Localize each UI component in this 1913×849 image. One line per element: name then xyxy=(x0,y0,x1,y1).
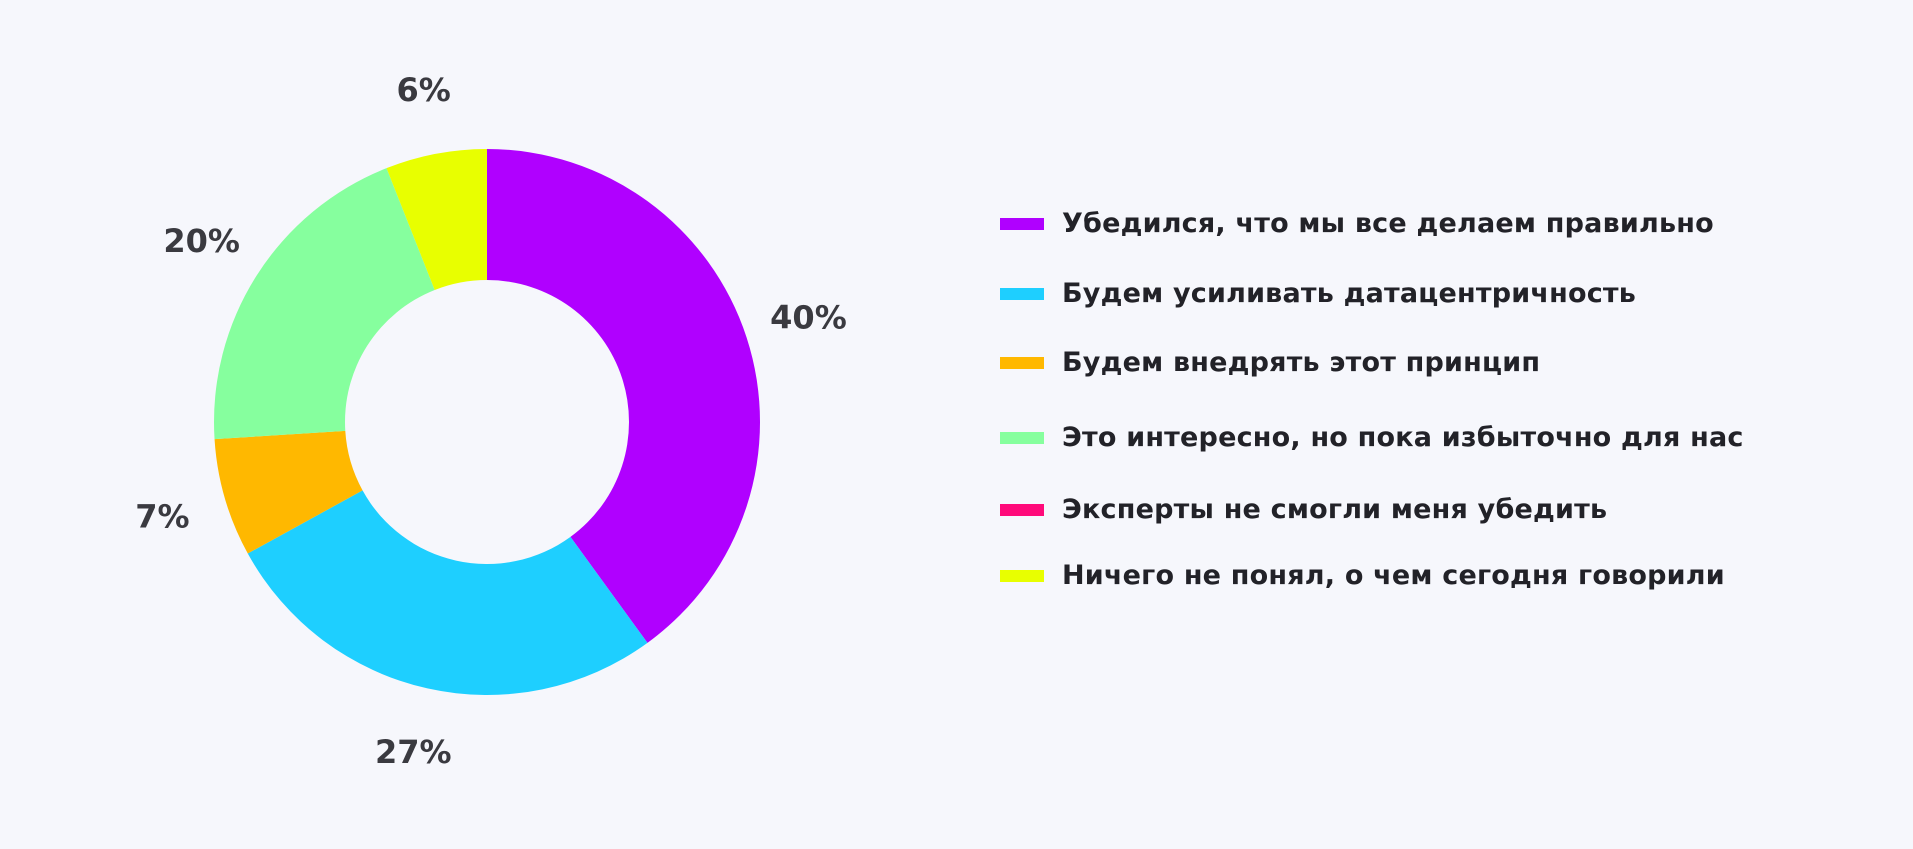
legend-item: Будем внедрять этот принцип xyxy=(1000,347,1540,378)
legend-swatch xyxy=(1000,503,1044,516)
legend-item: Ничего не понял, о чем сегодня говорили xyxy=(1000,560,1725,591)
donut-slice-1 xyxy=(247,490,648,695)
donut-slice-2 xyxy=(214,430,363,554)
legend-label: Будем усиливать датацентричность xyxy=(1062,278,1637,309)
legend-swatch xyxy=(1000,431,1044,444)
legend-item: Это интересно, но пока избыточно для нас xyxy=(1000,422,1744,453)
legend-item: Убедился, что мы все делаем правильно xyxy=(1000,208,1714,239)
legend-swatch xyxy=(1000,356,1044,369)
legend-label: Убедился, что мы все делаем правильно xyxy=(1062,208,1714,239)
donut-slice-0 xyxy=(487,149,761,643)
pct-label-5: 6% xyxy=(397,71,451,109)
pct-label-1: 27% xyxy=(375,733,452,771)
donut-chart: 40% 27% 7% 20% 6% xyxy=(135,71,847,771)
legend-item: Эксперты не смогли меня убедить xyxy=(1000,494,1607,525)
pct-label-3: 20% xyxy=(163,222,240,260)
pct-label-0: 40% xyxy=(770,299,847,337)
legend-swatch xyxy=(1000,569,1044,582)
legend-swatch xyxy=(1000,287,1044,300)
donut-slice-3 xyxy=(213,168,435,440)
legend-item: Будем усиливать датацентричность xyxy=(1000,278,1636,309)
legend-label: Это интересно, но пока избыточно для нас xyxy=(1062,422,1744,453)
legend-label: Будем внедрять этот принцип xyxy=(1062,347,1541,378)
legend-swatch xyxy=(1000,217,1044,230)
legend-label: Эксперты не смогли меня убедить xyxy=(1062,494,1608,525)
legend-label: Ничего не понял, о чем сегодня говорили xyxy=(1062,560,1725,591)
donut-slice-5 xyxy=(386,149,487,290)
pct-label-2: 7% xyxy=(135,497,189,535)
